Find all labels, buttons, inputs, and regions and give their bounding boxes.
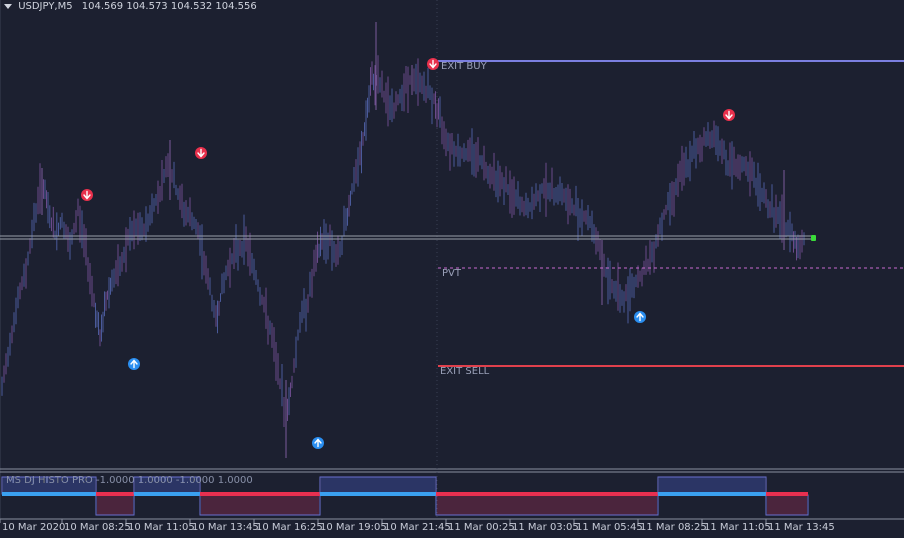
time-axis-label: 10 Mar 08:25 (64, 522, 131, 533)
pvt-label: PVT (442, 268, 461, 279)
time-axis-label: 11 Mar 03:05 (512, 522, 579, 533)
histo-down-segment (95, 492, 135, 516)
time-axis-label: 10 Mar 16:25 (256, 522, 323, 533)
arrow-down-circle-icon[interactable] (81, 189, 93, 201)
time-axis-label: 10 Mar 11:05 (128, 522, 195, 533)
time-axis-label: 11 Mar 11:05 (704, 522, 771, 533)
time-axis-label: 11 Mar 13:45 (768, 522, 835, 533)
symbol-name: USDJPY,M5 (18, 1, 73, 12)
exit-sell-label: EXIT SELL (440, 366, 490, 377)
time-axis-label: 11 Mar 05:45 (576, 522, 643, 533)
time-axis-label: 10 Mar 13:45 (192, 522, 259, 533)
histo-down-segment (435, 492, 659, 516)
arrow-up-circle-icon[interactable] (312, 437, 324, 449)
indicator-label: MS DJ HISTO PRO -1.0000 1.0000 -1.0000 1… (6, 475, 253, 486)
collapse-triangle-icon[interactable] (4, 3, 12, 9)
histo-up-segment (319, 476, 437, 496)
histo-up-segment (657, 476, 767, 496)
arrow-up-circle-icon[interactable] (634, 311, 646, 323)
arrow-down-circle-icon[interactable] (195, 147, 207, 159)
current-price-marker (811, 235, 816, 241)
time-axis-label: 10 Mar 21:45 (384, 522, 451, 533)
time-axis-label: 10 Mar 2020 (2, 522, 66, 533)
histo-up-segment (1, 476, 97, 496)
symbol-header: USDJPY,M5 104.569 104.573 104.532 104.55… (4, 1, 257, 12)
time-axis-label: 10 Mar 19:05 (320, 522, 387, 533)
histo-down-segment (765, 492, 809, 516)
arrow-down-circle-icon[interactable] (427, 58, 439, 70)
arrow-up-circle-icon[interactable] (128, 358, 140, 370)
histo-down-segment (199, 492, 321, 516)
ohlc-values: 104.569 104.573 104.532 104.556 (81, 1, 257, 12)
exit-buy-label: EXIT BUY (441, 61, 487, 72)
time-axis-label: 11 Mar 00:25 (448, 522, 515, 533)
histo-up-segment (133, 476, 201, 496)
time-axis-label: 11 Mar 08:25 (640, 522, 707, 533)
arrow-down-circle-icon[interactable] (723, 109, 735, 121)
